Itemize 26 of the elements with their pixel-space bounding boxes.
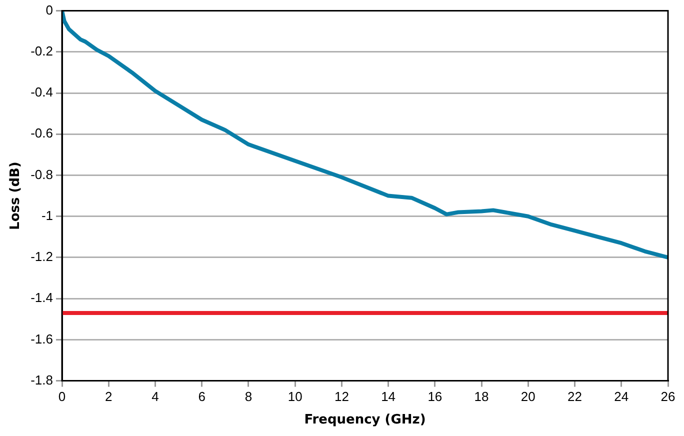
x-tick-label: 10 [288,389,302,404]
x-tick-label: 18 [474,389,489,404]
x-tick-label: 2 [105,389,112,404]
y-tick-label: -0.8 [30,166,53,182]
x-tick-label: 20 [520,389,536,404]
x-tick-label: 6 [198,389,206,404]
x-tick-label: 8 [244,389,252,404]
x-tick-label: 16 [428,389,442,404]
x-tick-label: 24 [614,389,629,404]
y-tick-label: -1.4 [30,290,53,306]
x-tick-label: 22 [568,389,582,404]
y-tick-label: -0.2 [30,43,53,58]
x-tick-label: 14 [381,389,396,404]
y-tick-label: -1 [41,208,53,223]
y-tick-label: -1.6 [30,331,53,346]
x-tick-label: 4 [152,389,159,404]
y-tick-label: -0.6 [30,126,53,141]
x-tick-label: 0 [58,389,66,404]
y-tick-label: -1.8 [30,372,53,388]
y-tick-label: -0.4 [30,84,53,100]
y-tick-label: 0 [46,2,53,18]
x-axis-title: Frequency (GHz) [304,412,426,428]
x-tick-label: 26 [660,389,676,404]
y-tick-label: -1.2 [30,249,53,264]
y-axis-title: Loss (dB) [8,162,24,230]
x-tick-label: 12 [334,389,349,404]
